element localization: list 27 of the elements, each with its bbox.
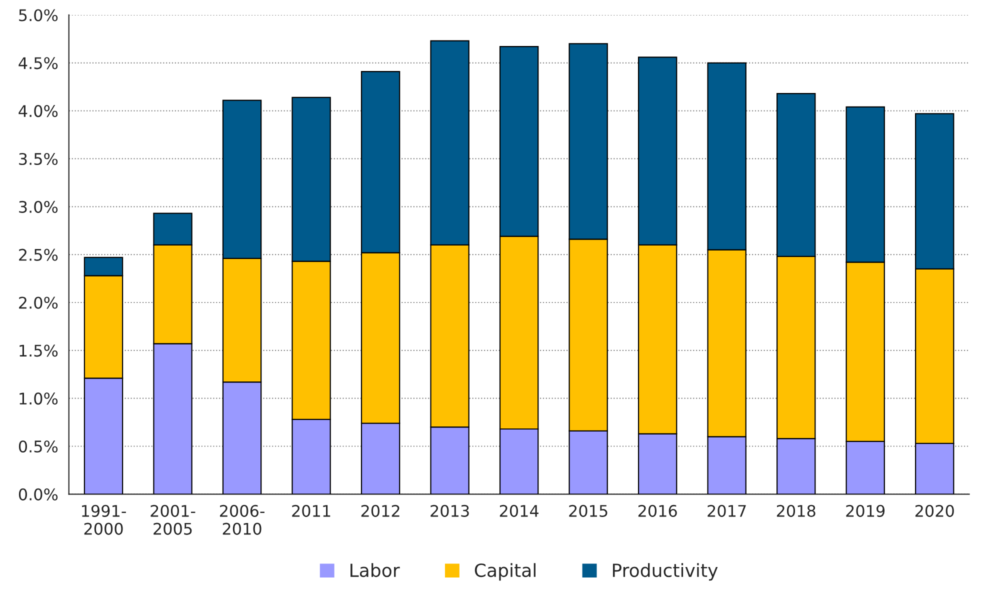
x-tick-label: 2016 [638,504,677,517]
legend-label: Labor [350,563,400,578]
y-tick-label: 3.0% [19,200,58,213]
x-tick-label: 2020 [915,504,954,517]
y-tick-label: 2.0% [19,296,58,309]
x-tick-label: 2011 [292,504,330,517]
y-tick-label: 0.0% [18,488,58,500]
legend-label: Capital [474,563,536,581]
y-tick-label: 1.5% [20,344,58,357]
y-tick-label: 3.5% [19,152,58,166]
x-tick-label: 2006- 2010 [220,504,264,535]
y-tick-label: 4.5% [18,57,58,70]
x-tick-label: 2001- 2005 [150,504,196,535]
y-tick-label: 1.0% [20,392,58,405]
x-tick-label: 2013 [430,504,469,517]
y-tick-label: 2.5% [19,248,58,261]
legend-label: Productivity [612,563,718,581]
x-tick-label: 1991- 2000 [82,504,126,535]
x-tick-label: 2014 [500,504,538,517]
y-tick-label: 0.5% [18,440,58,453]
x-tick-label: 2019 [846,504,885,517]
y-tick-label: 5.0% [19,9,58,22]
y-tick-label: 4.0% [18,105,58,118]
x-tick-label: 2017 [708,504,746,517]
x-tick-label: 2015 [569,504,608,517]
x-tick-label: 2018 [776,504,816,517]
x-tick-label: 2012 [361,504,400,517]
